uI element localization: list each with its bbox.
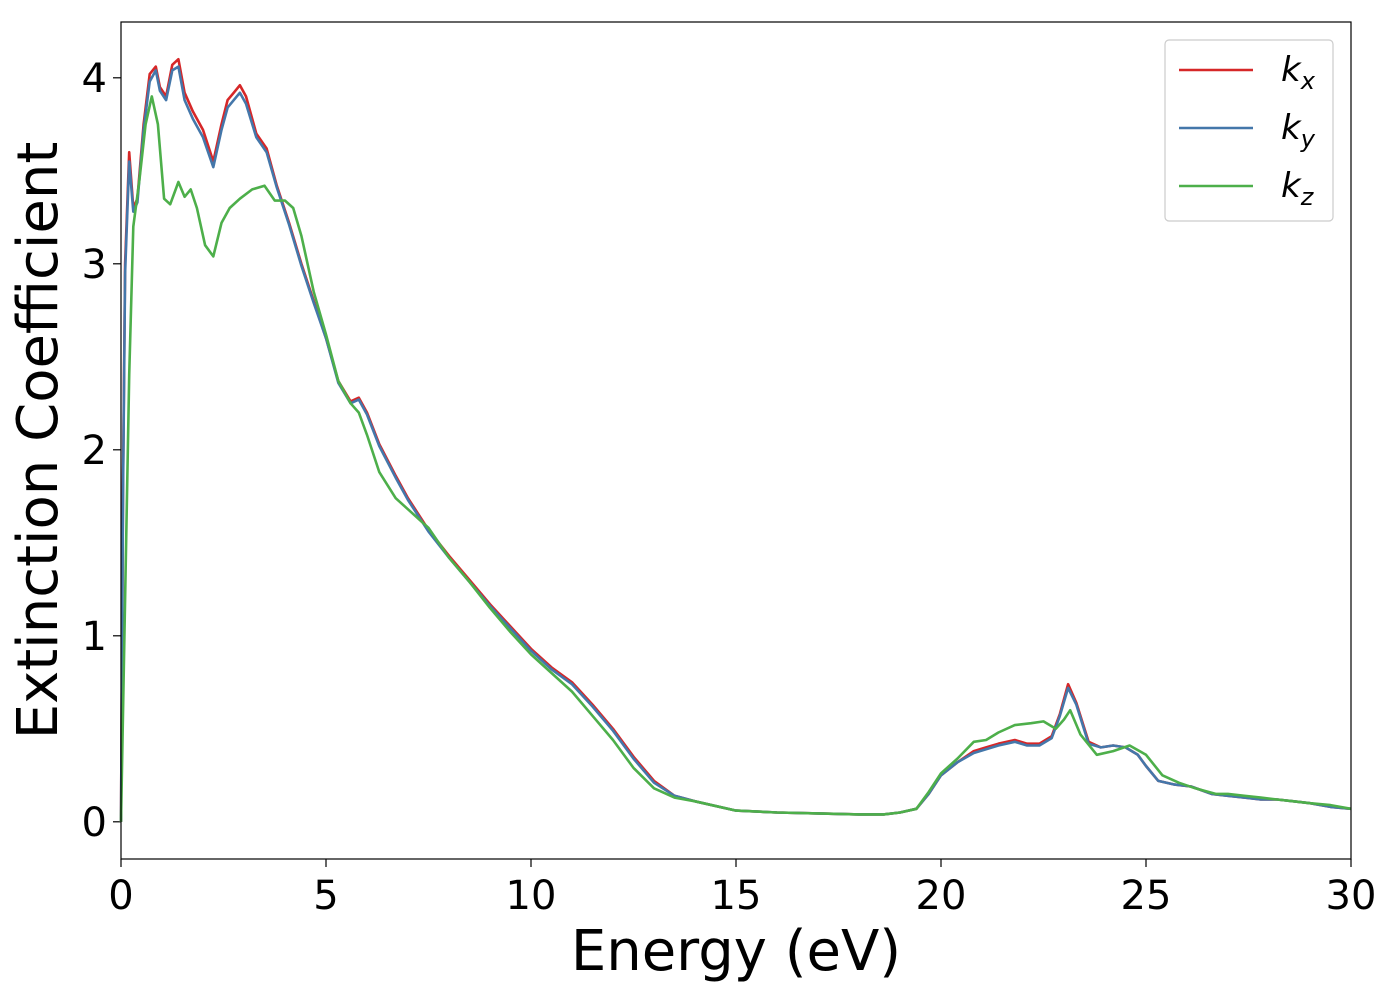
x-tick-label: 10 bbox=[506, 873, 557, 919]
legend-label-k-y: ky bbox=[1281, 108, 1316, 153]
legend-label-k-z: kz bbox=[1281, 166, 1315, 211]
y-tick-label: 4 bbox=[82, 56, 107, 102]
legend-label-base: k bbox=[1281, 50, 1302, 90]
legend-label-subscript: x bbox=[1300, 67, 1316, 95]
legend-label-base: k bbox=[1281, 166, 1302, 206]
x-tick-label: 0 bbox=[108, 873, 133, 919]
legend-label-k-x: kx bbox=[1281, 50, 1316, 95]
y-tick-label: 0 bbox=[82, 800, 107, 846]
x-axis-title: Energy (eV) bbox=[571, 919, 901, 984]
y-tick-label: 3 bbox=[82, 242, 107, 288]
x-tick-label: 5 bbox=[313, 873, 338, 919]
legend-label-subscript: z bbox=[1300, 183, 1315, 211]
x-tick-label: 20 bbox=[916, 873, 967, 919]
x-tick-label: 30 bbox=[1326, 873, 1377, 919]
y-axis-title: Extinction Coefficient bbox=[6, 142, 71, 740]
plot-frame bbox=[120, 21, 1352, 860]
y-tick-label: 1 bbox=[82, 614, 107, 660]
y-tick-label: 2 bbox=[82, 428, 107, 474]
ticks-layer: 0 5 10 15 20 25 30 0 1 2 3 4 bbox=[82, 56, 1377, 919]
series-layer bbox=[119, 57, 1352, 822]
legend-label-subscript: y bbox=[1300, 125, 1316, 153]
series-line-k-z bbox=[119, 95, 1352, 822]
legend-label-base: k bbox=[1281, 108, 1302, 148]
legend-box bbox=[1164, 39, 1334, 222]
x-tick-label: 25 bbox=[1121, 873, 1172, 919]
series-line-k-y bbox=[119, 65, 1352, 822]
x-tick-label: 15 bbox=[711, 873, 762, 919]
